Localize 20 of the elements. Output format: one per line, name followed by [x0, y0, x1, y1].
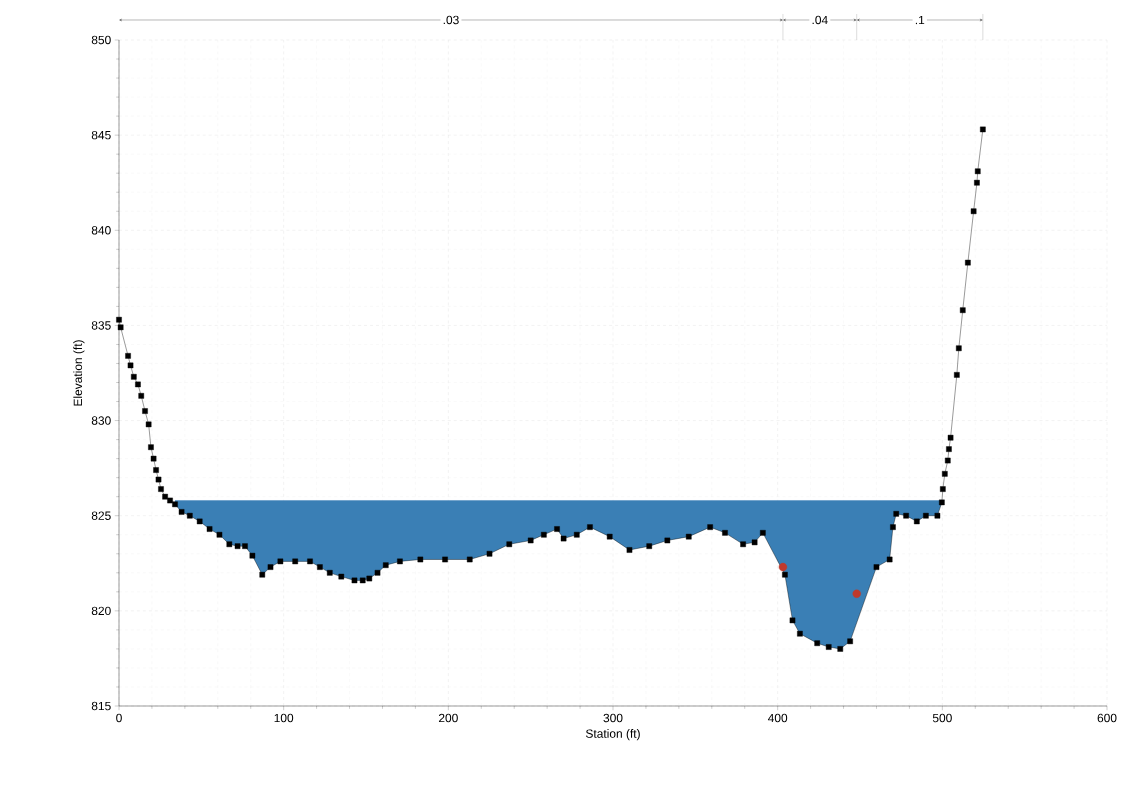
y-tick-label: 835 [91, 321, 111, 330]
text: .03 [443, 15, 459, 25]
y-tick-label: 845 [91, 130, 111, 140]
x-tick-label: 200 [438, 713, 458, 723]
text: .1 [915, 15, 925, 25]
y-tick-label: 850 [91, 35, 111, 45]
x-tick-label: 400 [767, 713, 788, 723]
x-tick-label: 600 [1097, 713, 1117, 723]
y-axis-title: Elevation (ft) [73, 340, 85, 406]
x-tick-label: 0 [116, 713, 122, 723]
y-tick-label: 840 [91, 226, 111, 235]
x-axis-title: Station (ft) [585, 729, 640, 741]
text: .04 [812, 15, 828, 25]
x-tick-label: 300 [603, 713, 623, 723]
x-tick-label: 100 [274, 713, 294, 723]
y-tick-label: 820 [91, 606, 111, 616]
y-tick-label: 830 [91, 416, 111, 425]
y-tick-label: 815 [91, 701, 111, 711]
y-tick-label: 825 [91, 511, 111, 520]
x-tick-label: 500 [932, 713, 952, 723]
